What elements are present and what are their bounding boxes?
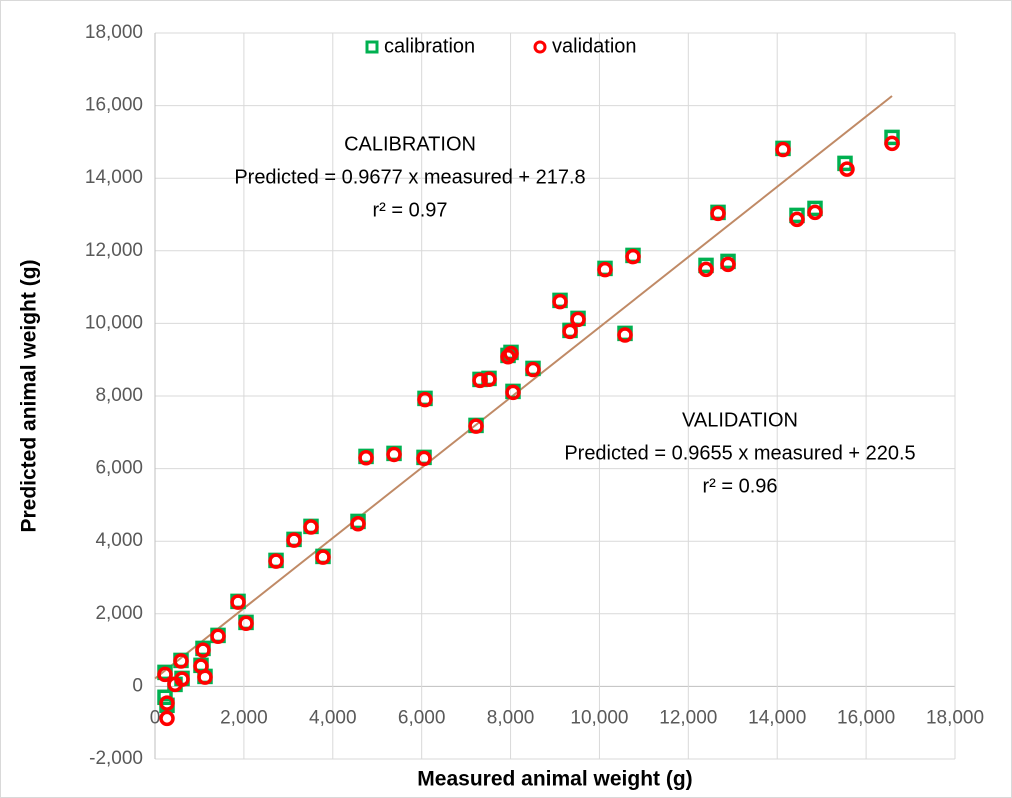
validation-point [350,516,366,532]
y-tick-label: 14,000 [85,167,143,188]
x-tick-label: 12,000 [659,707,717,728]
annotation: r² = 0.96 [702,475,777,497]
annotation: CALIBRATION [344,133,476,155]
validation-point [807,204,823,221]
y-tick-label: -2,000 [89,748,143,769]
validation-point [210,628,226,645]
validation-point [416,450,432,467]
validation-point [286,532,302,548]
validation-point [625,248,641,265]
x-tick-label: 16,000 [837,707,895,728]
validation-point [503,345,519,362]
calibration-point [884,129,900,146]
x-tick-label: 10,000 [570,707,628,728]
validation-point [238,615,254,631]
validation-point [710,205,726,222]
validation-point [386,446,402,463]
y-tick-label: 12,000 [85,240,143,261]
validation-point [157,666,173,683]
validation-point [159,710,175,727]
validation-point [230,594,246,610]
validation-point [195,642,211,658]
validation-point [570,311,586,328]
validation-point [552,293,568,310]
y-tick-label: 0 [132,675,143,696]
validation-point [597,261,613,278]
legend-marker [365,40,379,54]
validation-point [481,371,497,388]
annotation: Predicted = 0.9655 x measured + 220.5 [564,442,915,464]
validation-point [468,418,484,434]
validation-point [268,553,284,569]
validation-point [698,261,714,278]
validation-point [525,361,541,378]
y-tick-label: 4,000 [95,530,143,551]
x-tick-label: 14,000 [748,707,806,728]
x-tick-label: 6,000 [398,707,446,728]
annotation: Predicted = 0.9677 x measured + 217.8 [234,166,585,188]
x-tick-label: 2,000 [220,707,268,728]
validation-point [472,372,488,389]
validation-point [839,161,855,177]
y-tick-label: 16,000 [85,95,143,116]
y-tick-label: 8,000 [95,385,143,406]
y-tick-label: 2,000 [95,603,143,624]
x-axis-label: Measured animal weight (g) [417,768,692,791]
validation-point [775,141,791,158]
legend-label: validation [552,35,637,57]
y-tick-label: 6,000 [95,458,143,479]
validation-point [789,211,805,228]
x-tick-label: 0 [150,707,161,728]
annotation: r² = 0.97 [372,199,447,221]
validation-point [720,256,736,273]
validation-point [159,695,175,711]
legend-marker [533,40,547,54]
x-tick-label: 8,000 [487,707,535,728]
trend-line [154,95,893,680]
y-axis-label: Predicted animal weight (g) [18,259,41,532]
validation-point [174,671,190,687]
validation-point [303,519,319,535]
x-tick-label: 4,000 [309,707,357,728]
validation-point [173,653,189,669]
validation-point [884,135,900,152]
legend-label: calibration [384,35,475,57]
y-tick-label: 10,000 [85,312,143,333]
y-tick-label: 18,000 [85,22,143,43]
annotation: VALIDATION [682,409,798,431]
validation-point [562,323,578,340]
validation-point [417,391,433,408]
validation-point [358,449,374,466]
x-tick-label: 18,000 [926,707,984,728]
validation-point [197,669,213,685]
validation-point [315,549,331,565]
validation-point [617,327,633,343]
validation-point [505,384,521,401]
